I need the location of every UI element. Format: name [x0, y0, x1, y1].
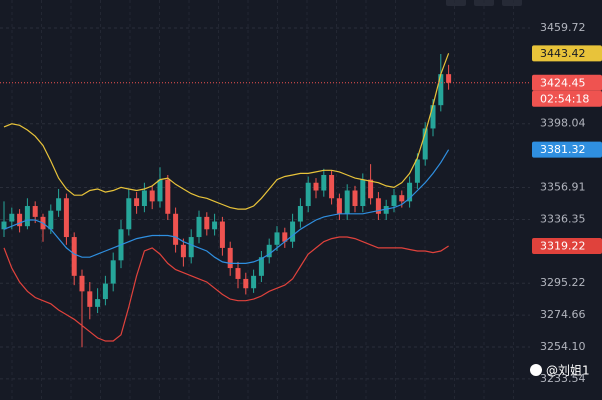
band-price-label: 3319.22 — [540, 240, 586, 253]
y-tick-label: 3295.22 — [540, 276, 586, 289]
candle-body — [32, 206, 38, 217]
candle-body — [134, 198, 140, 207]
toolbar-button[interactable] — [502, 0, 522, 6]
candle-body — [407, 182, 413, 202]
candle-body — [79, 275, 85, 292]
candle-body — [290, 221, 296, 242]
candle-body — [360, 179, 366, 207]
countdown-box — [532, 90, 602, 107]
candle-body — [274, 232, 280, 245]
candle-body — [235, 268, 241, 279]
y-tick-label: 3336.35 — [540, 212, 586, 225]
candle-body — [188, 237, 194, 258]
candle-body — [313, 182, 319, 191]
candle-body — [368, 179, 374, 199]
candle-body — [110, 260, 116, 284]
y-tick-label: 3398.04 — [540, 117, 586, 130]
candle-body — [204, 216, 210, 230]
candle-body — [282, 232, 288, 242]
candle-body — [414, 159, 420, 183]
last-price-label: 3424.45 — [540, 76, 586, 89]
candle-body — [446, 74, 452, 83]
candle-body — [422, 128, 428, 160]
countdown: 02:54:18 — [540, 92, 589, 105]
candle-body — [383, 206, 389, 214]
candle-body — [399, 195, 405, 202]
price-axis: 3459.72 3398.04 3356.91 3336.35 3295.22 3274.… — [532, 21, 602, 385]
candle-body — [24, 206, 30, 227]
band-price-label-box — [532, 238, 602, 255]
candle-body — [430, 105, 436, 129]
candle-body — [95, 299, 101, 307]
candle-body — [251, 275, 257, 289]
watermark-text: @刘姐1 — [546, 364, 590, 378]
candle-body — [149, 190, 155, 202]
candle-body — [329, 174, 335, 199]
band-price-label: 3443.42 — [540, 47, 586, 60]
candle-body — [297, 206, 303, 222]
y-tick-label: 3459.72 — [540, 21, 586, 34]
candle-body — [391, 195, 397, 207]
candle-body — [141, 190, 147, 207]
watermark: @刘姐1 — [530, 364, 590, 378]
candle-body — [165, 179, 171, 214]
candle-body — [173, 213, 179, 245]
candle-body — [305, 182, 311, 207]
band-price-label-box — [532, 45, 602, 62]
plot-area — [0, 0, 530, 400]
candle-body — [180, 244, 186, 258]
candle-body — [266, 244, 272, 258]
candle-body — [87, 291, 93, 307]
candle-body — [243, 278, 249, 289]
candle-body — [227, 247, 233, 269]
candle-body — [17, 213, 23, 227]
y-tick-label: 3274.66 — [540, 308, 586, 321]
toolbar-button[interactable] — [446, 0, 466, 6]
last-price-label-box — [532, 74, 602, 91]
candle-body — [63, 198, 69, 238]
band-line — [3, 53, 450, 210]
candle-body — [219, 221, 225, 248]
candle-body — [336, 198, 342, 214]
candle-body — [126, 198, 132, 230]
candle-body — [258, 257, 264, 276]
candle-body — [102, 283, 108, 300]
candle-body — [438, 74, 444, 106]
candle-body — [375, 198, 381, 214]
candle-body — [71, 237, 77, 276]
candle-body — [196, 216, 202, 238]
candle-body — [212, 221, 218, 230]
candle-body — [9, 213, 15, 222]
candle-body — [48, 210, 54, 230]
y-tick-label: 3233.54 — [540, 372, 586, 385]
band-price-label-box — [532, 141, 602, 158]
candle-body — [344, 190, 350, 214]
y-tick-label: 3254.10 — [540, 340, 586, 353]
candle-body — [321, 174, 327, 191]
candle-body — [56, 198, 62, 211]
candle-body — [1, 221, 7, 230]
band-price-label: 3381.32 — [540, 143, 586, 156]
watermark-icon — [530, 364, 542, 376]
band-line — [3, 149, 450, 264]
band-line — [3, 236, 449, 342]
candle-body — [157, 179, 163, 202]
candle-body — [352, 190, 358, 207]
y-tick-label: 3356.91 — [540, 181, 586, 194]
